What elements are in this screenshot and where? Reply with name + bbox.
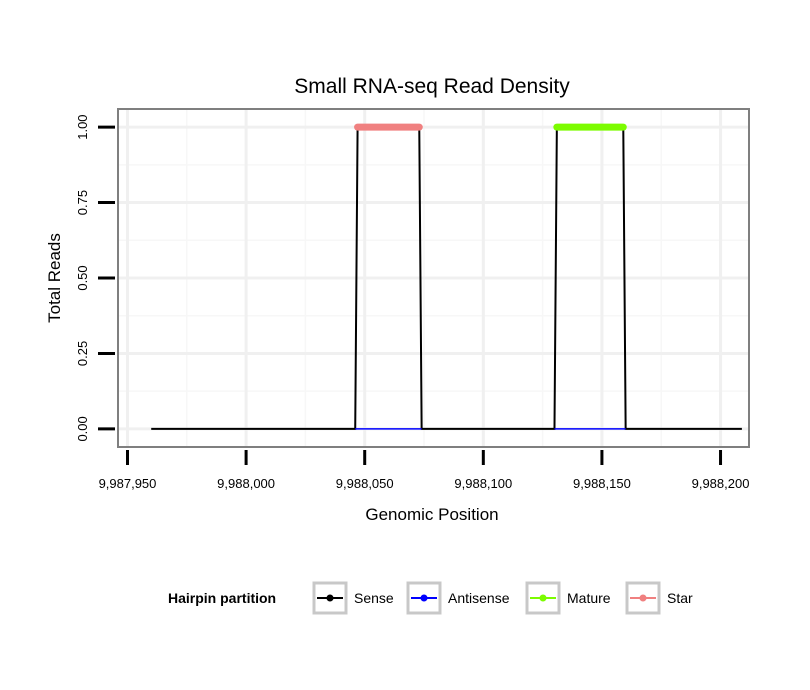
x-tick-label: 9,988,050 [336,476,394,491]
series-sense-line [151,126,742,430]
legend-item-star: Star [625,581,693,615]
x-tick-label: 9,988,100 [454,476,512,491]
y-tick-label: 0.50 [75,265,90,290]
x-tick-label: 9,988,000 [217,476,275,491]
legend-key-point [326,594,334,602]
plot-panel-border [117,108,750,448]
x-tick-label: 9,987,950 [99,476,157,491]
y-axis: 0.00 0.25 0.50 0.75 1.00 [75,114,115,442]
x-axis: 9,987,950 9,988,000 9,988,050 9,988,100 9,98… [99,450,750,491]
y-tick-label: 0.00 [75,416,90,441]
legend-label: Mature [567,590,611,606]
legend-key-point [639,594,647,602]
x-tick-label: 9,988,150 [573,476,631,491]
chart-title: Small RNA-seq Read Density [294,75,570,98]
legend-item-antisense: Antisense [406,581,510,615]
y-axis-title: Total Reads [45,233,64,323]
y-tick-label: 1.00 [75,114,90,139]
legend-item-mature: Mature [525,581,611,615]
x-tick-label: 9,988,200 [692,476,750,491]
x-axis-title: Genomic Position [365,505,498,524]
legend-item-sense: Sense [312,581,394,615]
y-tick-label: 0.75 [75,190,90,215]
series-layer [151,123,742,430]
legend-title: Hairpin partition [168,590,276,606]
grid-lines [118,109,749,447]
legend-key-point [539,594,547,602]
y-tick-label: 0.25 [75,341,90,366]
legend-key-point [420,594,428,602]
legend-label: Star [667,590,693,606]
legend: Hairpin partition Sense Antisense Mature St… [168,581,693,615]
legend-label: Antisense [448,590,510,606]
legend-label: Sense [354,590,394,606]
